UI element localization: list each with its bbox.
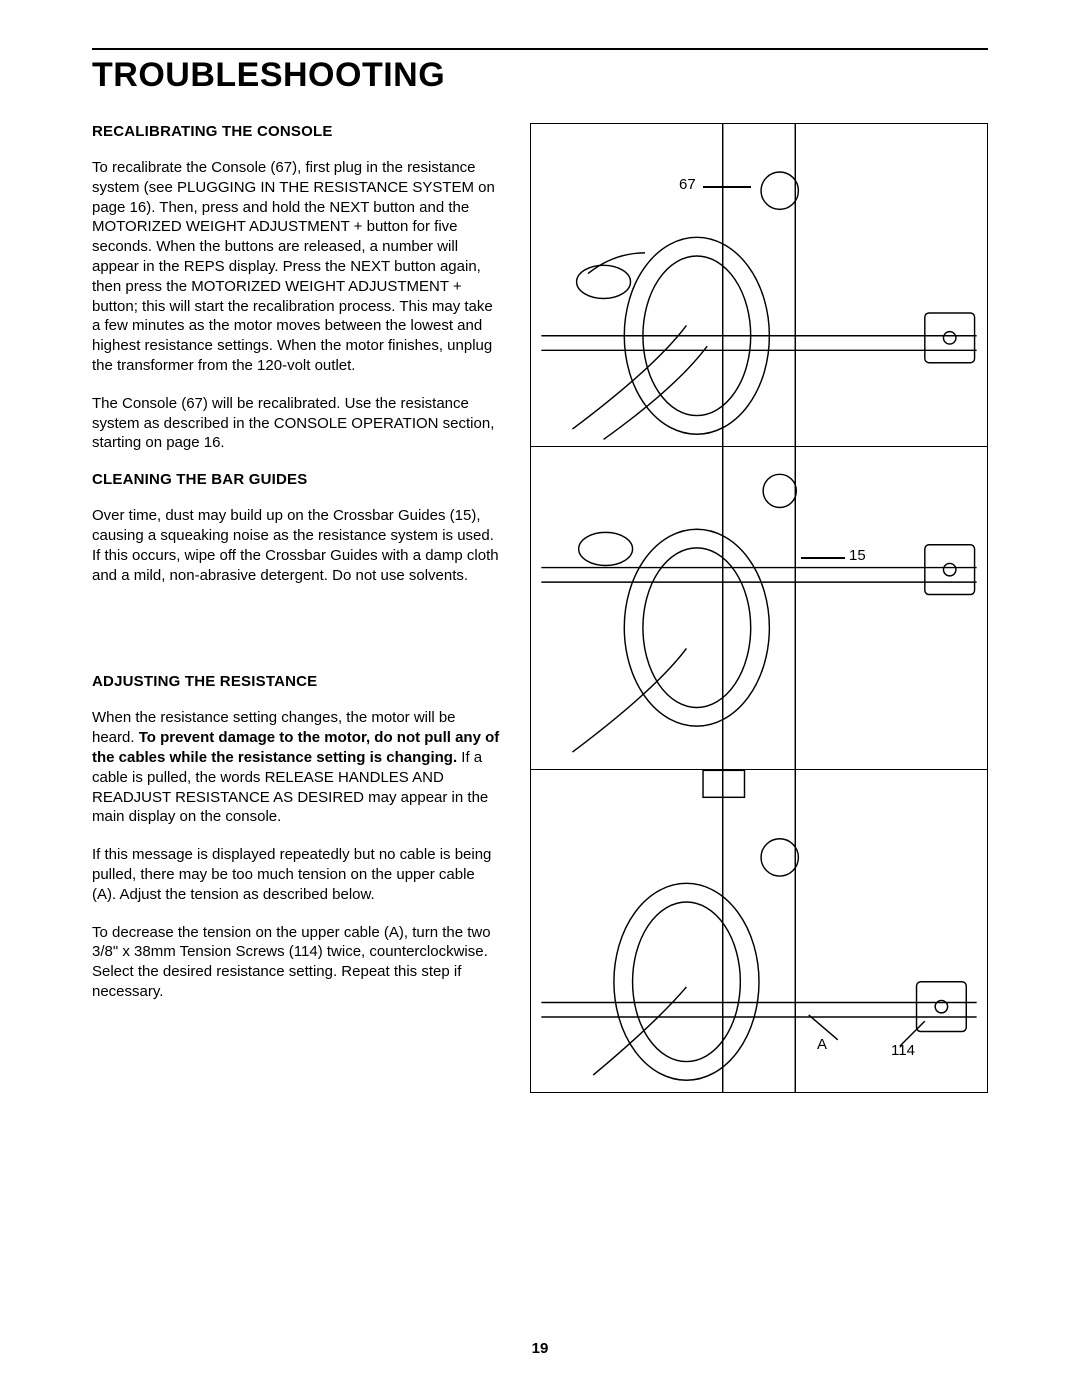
- leader-67: [703, 186, 751, 188]
- heading-recalibrating: RECALIBRATING THE CONSOLE: [92, 123, 502, 140]
- callout-A-text: A: [817, 1036, 827, 1053]
- text-column: RECALIBRATING THE CONSOLE To recalibrate…: [92, 123, 502, 1093]
- para-recalibrating-1: To recalibrate the Console (67), first p…: [92, 158, 502, 376]
- callout-114-text: 114: [891, 1042, 915, 1059]
- para-adjusting-1-bold: To prevent damage to the motor, do not p…: [92, 729, 499, 766]
- figure-box: 67: [530, 123, 988, 1093]
- heading-adjusting: ADJUSTING THE RESISTANCE: [92, 673, 502, 690]
- callout-67-text: 67: [679, 176, 696, 193]
- figure-panel-middle: 15: [531, 447, 987, 770]
- figure-panel-top: 67: [531, 124, 987, 447]
- para-recalibrating-2: The Console (67) will be recalibrated. U…: [92, 394, 502, 453]
- figure-column: 67: [530, 123, 988, 1093]
- page: TROUBLESHOOTING RECALIBRATING THE CONSOL…: [0, 0, 1080, 1397]
- figure-art-middle: [531, 447, 987, 769]
- callout-15: 15: [849, 547, 866, 564]
- two-column-layout: RECALIBRATING THE CONSOLE To recalibrate…: [92, 123, 988, 1093]
- figure-panel-bottom: A 114: [531, 770, 987, 1092]
- figure-art-top: [531, 124, 987, 446]
- para-adjusting-3: To decrease the tension on the upper cab…: [92, 923, 502, 1002]
- callout-67: 67: [679, 176, 696, 193]
- top-rule: [92, 48, 988, 50]
- leader-15: [801, 557, 845, 559]
- page-number: 19: [0, 1340, 1080, 1357]
- vertical-spacer: [92, 603, 502, 673]
- heading-cleaning: CLEANING THE BAR GUIDES: [92, 471, 502, 488]
- para-cleaning-1: Over time, dust may build up on the Cros…: [92, 506, 502, 585]
- para-adjusting-2: If this message is displayed repeatedly …: [92, 845, 502, 904]
- figure-art-bottom: [531, 770, 987, 1092]
- page-title: TROUBLESHOOTING: [92, 56, 988, 95]
- callout-A: A: [817, 1036, 827, 1053]
- callout-114: 114: [891, 1042, 915, 1059]
- callout-15-text: 15: [849, 547, 866, 564]
- para-adjusting-1: When the resistance setting changes, the…: [92, 708, 502, 827]
